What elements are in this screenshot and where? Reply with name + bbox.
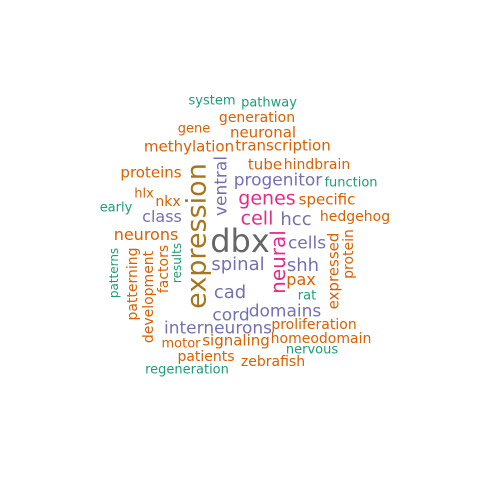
word-pathway: pathway	[241, 95, 297, 111]
word-tube: tube	[247, 155, 283, 174]
word-patterning: patterning	[125, 247, 141, 321]
word-gene: gene	[177, 121, 211, 137]
word-dbx: dbx	[210, 222, 270, 260]
word-regeneration: regeneration	[145, 362, 229, 378]
word-methylation: methylation	[143, 137, 235, 156]
word-hedgehog: hedgehog	[319, 209, 391, 225]
word-progenitor: progenitor	[233, 170, 323, 191]
word-patterns: patterns	[107, 247, 121, 299]
word-development: development	[141, 250, 157, 344]
word-patients: patients	[177, 349, 235, 365]
word-shh: shh	[286, 255, 320, 276]
word-interneurons: interneurons	[164, 318, 272, 339]
word-hlx: hlx	[134, 186, 154, 202]
word-homeodomain: homeodomain	[270, 331, 372, 347]
word-genes: genes	[238, 187, 296, 210]
word-cord: cord	[212, 305, 250, 326]
word-domains: domains	[248, 301, 322, 322]
word-expression: expression	[181, 163, 213, 309]
word-transcription: transcription	[235, 136, 331, 155]
word-cells: cells	[287, 233, 327, 254]
word-cad: cad	[213, 282, 247, 303]
word-function: function	[324, 175, 378, 191]
word-ventral: ventral	[211, 155, 232, 217]
word-nkx: nkx	[155, 194, 181, 210]
word-spinal: spinal	[211, 254, 265, 275]
word-protein: protein	[341, 229, 357, 279]
word-hcc: hcc	[280, 209, 312, 230]
word-proliferation: proliferation	[271, 317, 357, 333]
word-generation: generation	[218, 110, 296, 126]
word-pax: pax	[286, 270, 316, 289]
word-early: early	[99, 200, 133, 216]
word-expressed: expressed	[324, 232, 343, 310]
word-motor: motor	[161, 336, 201, 352]
word-proteins: proteins	[120, 163, 182, 182]
word-hindbrain: hindbrain	[283, 157, 351, 173]
word-neurons: neurons	[113, 225, 179, 244]
word-factors: factors	[156, 244, 172, 294]
word-nervous: nervous	[285, 342, 339, 358]
word-specific: specific	[298, 190, 356, 209]
word-results: results	[170, 242, 184, 284]
word-system: system	[188, 93, 236, 109]
word-cell: cell	[240, 207, 274, 230]
word-rat: rat	[297, 288, 317, 304]
word-zebrafish: zebrafish	[240, 354, 306, 370]
word-class: class	[142, 207, 182, 226]
word-signaling: signaling	[202, 331, 270, 350]
word-neuronal: neuronal	[229, 123, 297, 142]
word-neural: neural	[266, 230, 290, 294]
